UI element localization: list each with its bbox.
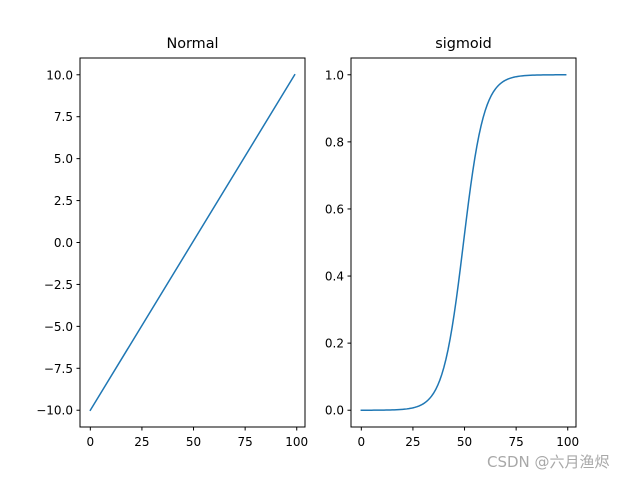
y-tick-label: 0.0	[54, 236, 73, 250]
y-tick-label: 7.5	[54, 110, 73, 124]
normal-axes-frame	[79, 57, 306, 428]
sigmoid-line	[360, 74, 567, 411]
y-tick-label: 1.0	[325, 68, 344, 82]
sigmoid-y-ticks: 0.0 0.2 0.4 0.6 0.8 1.0	[325, 68, 351, 418]
x-tick-label: 75	[237, 435, 252, 449]
y-tick-label: −7.5	[44, 362, 73, 376]
x-tick-label: 75	[508, 435, 523, 449]
sigmoid-axes: sigmoid 0.0 0.2 0.4 0.6 0.8 1.0 0 25 50 75 100	[325, 36, 579, 449]
x-tick-label: 0	[87, 435, 95, 449]
y-tick-label: −5.0	[44, 320, 73, 334]
normal-axes: Normal −10.0 −7.5 −5.0 −2.5 0.0 2.5 5.0 7.5 10.0…	[36, 36, 308, 449]
x-tick-label: 25	[134, 435, 149, 449]
y-tick-label: 0.8	[325, 135, 344, 149]
y-tick-label: 10.0	[46, 68, 73, 82]
sigmoid-x-ticks: 0 25 50 75 100	[358, 427, 579, 449]
y-tick-label: 2.5	[54, 194, 73, 208]
sigmoid-title: sigmoid	[435, 36, 492, 52]
y-tick-label: 0.0	[325, 404, 344, 418]
y-tick-label: 0.6	[325, 202, 344, 216]
y-tick-label: 0.2	[325, 337, 344, 351]
y-tick-label: 0.4	[325, 270, 344, 284]
x-tick-label: 25	[405, 435, 420, 449]
x-tick-label: 100	[556, 435, 579, 449]
csdn-watermark: CSDN @六月渔烬	[487, 453, 610, 471]
x-tick-label: 50	[186, 435, 201, 449]
normal-title: Normal	[166, 36, 218, 52]
y-tick-label: −2.5	[44, 278, 73, 292]
x-tick-label: 50	[457, 435, 472, 449]
y-tick-label: −10.0	[36, 404, 73, 418]
y-tick-label: 5.0	[54, 152, 73, 166]
sigmoid-axes-frame	[350, 57, 577, 428]
normal-x-ticks: 0 25 50 75 100	[87, 427, 308, 449]
x-tick-label: 100	[285, 435, 308, 449]
x-tick-label: 0	[358, 435, 366, 449]
normal-y-ticks: −10.0 −7.5 −5.0 −2.5 0.0 2.5 5.0 7.5 10.0	[36, 68, 80, 418]
normal-line	[89, 73, 296, 412]
